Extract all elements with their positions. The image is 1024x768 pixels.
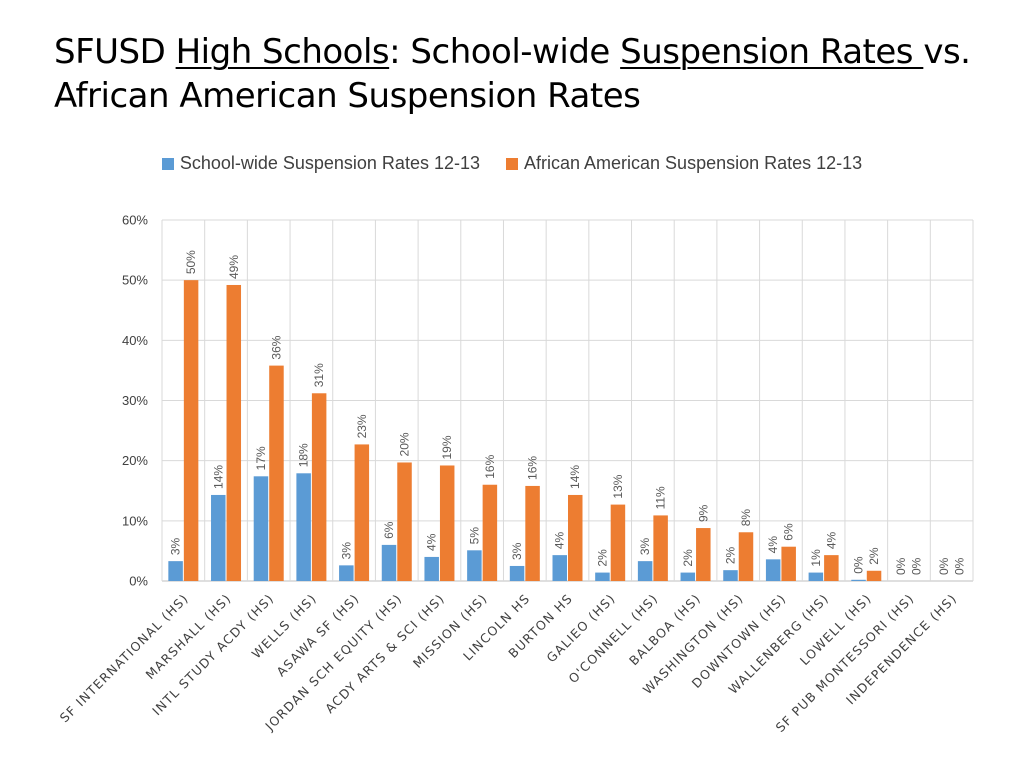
bar-school-wide: [808, 572, 824, 581]
data-label: 13%: [611, 474, 625, 498]
bar-african-american: [269, 365, 284, 581]
data-label: 2%: [867, 547, 881, 565]
y-tick-label: 60%: [122, 213, 148, 228]
bar-african-american: [568, 494, 583, 581]
bar-school-wide: [851, 579, 866, 581]
bar-school-wide: [296, 473, 311, 581]
data-label: 3%: [638, 537, 652, 555]
legend-swatch-african-american: [506, 157, 518, 170]
data-label: 36%: [269, 335, 283, 359]
title-part-4: Suspension Rates: [620, 32, 924, 72]
data-label: 9%: [696, 504, 710, 522]
data-label: 2%: [595, 549, 609, 567]
data-label: 6%: [782, 523, 796, 541]
bar-school-wide: [552, 555, 567, 581]
data-label: 2%: [723, 546, 737, 564]
data-label: 20%: [398, 432, 412, 456]
data-label: 18%: [297, 443, 311, 467]
bar-school-wide: [680, 572, 696, 581]
data-label: 4%: [425, 533, 439, 551]
y-tick-label: 40%: [122, 333, 148, 348]
data-label: 3%: [339, 542, 353, 560]
data-label: 31%: [312, 363, 326, 387]
bar-african-american: [866, 570, 882, 581]
bar-school-wide: [381, 544, 397, 581]
data-label: 4%: [766, 536, 780, 554]
legend-label-school-wide: School-wide Suspension Rates 12-13: [179, 153, 480, 173]
data-label: 2%: [681, 549, 695, 567]
bar-african-american: [781, 546, 796, 581]
chart-legend: School-wide Suspension Rates 12-13 Afric…: [0, 153, 1024, 174]
y-tick-label: 10%: [122, 513, 148, 528]
bar-african-american: [226, 284, 242, 581]
data-label: 0%: [894, 557, 908, 575]
bar-african-american: [738, 532, 754, 581]
bar-african-american: [183, 280, 199, 581]
bar-school-wide: [424, 556, 439, 581]
bar-school-wide: [723, 570, 738, 581]
data-label: 3%: [510, 542, 524, 560]
bar-african-american: [653, 515, 668, 581]
data-label: 0%: [937, 557, 951, 575]
data-label: 50%: [184, 250, 198, 274]
title-part-5: vs. African American Suspension Rates: [54, 32, 971, 116]
data-label: 16%: [526, 456, 540, 480]
data-label: 5%: [467, 527, 481, 545]
title-part-1: SFUSD: [54, 32, 176, 72]
legend-label-african-american: African American Suspension Rates 12-13: [524, 153, 863, 173]
data-label: 3%: [169, 537, 183, 555]
y-tick-label: 30%: [122, 393, 148, 408]
data-label: 11%: [654, 486, 668, 509]
bar-school-wide: [253, 476, 269, 581]
data-label: 4%: [824, 531, 838, 549]
bar-school-wide: [211, 494, 226, 581]
bar-school-wide: [595, 572, 610, 581]
data-label: 1%: [809, 549, 823, 567]
y-tick-label: 0%: [129, 574, 148, 589]
bar-african-american: [354, 444, 370, 581]
bar-african-american: [525, 485, 540, 581]
data-label: 0%: [910, 557, 924, 575]
data-label: 49%: [227, 255, 241, 279]
data-label: 16%: [483, 454, 497, 478]
data-label: 14%: [211, 465, 225, 489]
bar-african-american: [439, 465, 455, 581]
bar-school-wide: [765, 559, 781, 581]
title-part-2: High Schools: [175, 32, 390, 72]
bar-african-american: [610, 504, 626, 581]
bar-school-wide: [168, 561, 183, 581]
data-label: 14%: [568, 465, 582, 489]
bar-school-wide: [637, 561, 653, 581]
x-tick-label: MISSION (HS): [410, 591, 490, 671]
data-label: 0%: [952, 557, 966, 575]
title-part-3: : School-wide: [389, 32, 621, 72]
data-label: 23%: [355, 414, 369, 438]
bar-african-american: [696, 528, 711, 581]
legend-item-african-american: African American Suspension Rates 12-13: [506, 153, 862, 174]
data-label: 8%: [739, 509, 753, 527]
legend-item-school-wide: School-wide Suspension Rates 12-13: [161, 153, 480, 174]
data-label: 0%: [852, 556, 866, 574]
data-label: 19%: [440, 435, 454, 459]
legend-swatch-school-wide: [161, 157, 174, 170]
y-tick-label: 50%: [122, 273, 148, 288]
bar-african-american: [824, 555, 839, 581]
data-label: 6%: [382, 521, 396, 539]
bar-african-american: [311, 393, 327, 581]
data-label: 17%: [254, 446, 268, 470]
bar-african-american: [397, 462, 412, 581]
data-label: 4%: [553, 531, 567, 549]
bar-school-wide: [339, 565, 354, 581]
bar-school-wide: [509, 565, 525, 581]
slide-title: SFUSD High Schools: School-wide Suspensi…: [54, 30, 994, 118]
bar-african-american: [482, 484, 498, 581]
y-tick-label: 20%: [122, 453, 148, 468]
bar-school-wide: [467, 550, 482, 581]
